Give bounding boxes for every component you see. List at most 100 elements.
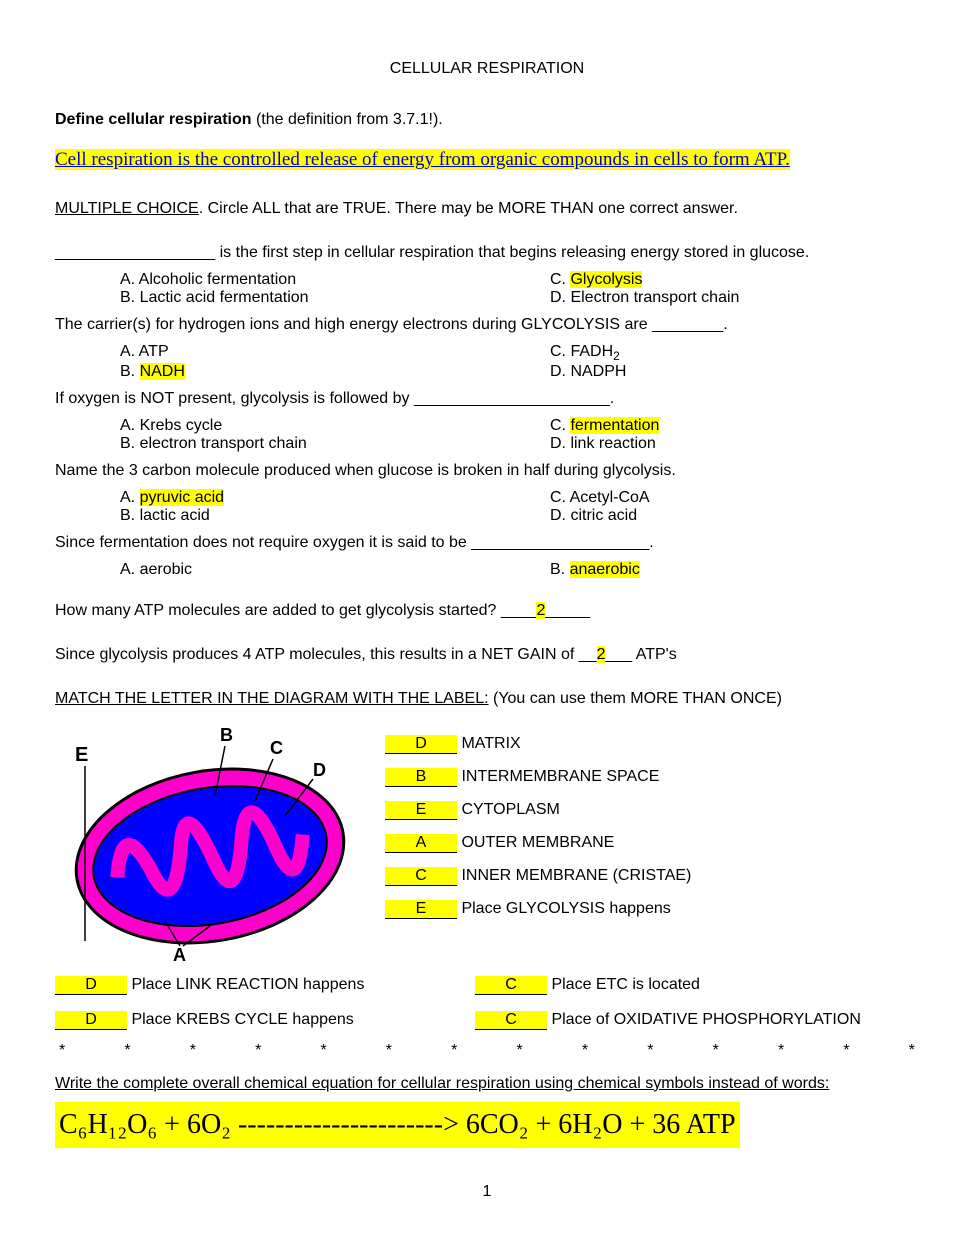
q2-row2: B. NADH D. NADPH xyxy=(55,363,919,381)
q1-d: D. Electron transport chain xyxy=(550,289,919,307)
q5-row1: A. aerobic B. anaerobic xyxy=(55,561,919,579)
star-icon: * xyxy=(517,1042,523,1060)
mc-header: MULTIPLE CHOICE xyxy=(55,200,199,217)
star-icon: * xyxy=(59,1042,65,1060)
define-prompt: Define cellular respiration (the definit… xyxy=(55,108,919,132)
q2b-hl: NADH xyxy=(140,363,185,380)
q2-b: B. NADH xyxy=(55,363,550,381)
equation-header-row: Write the complete overall chemical equa… xyxy=(55,1072,919,1096)
q1-a: A. Alcoholic fermentation xyxy=(55,271,550,289)
star-icon: * xyxy=(713,1042,719,1060)
m2-ans: B xyxy=(385,768,457,787)
q2-stem: The carrier(s) for hydrogen ions and hig… xyxy=(55,313,919,337)
m10-label: Place of OXIDATIVE PHOSPHORYLATION xyxy=(547,1011,861,1028)
star-icon: * xyxy=(124,1042,130,1060)
q2c-text: C. FADH xyxy=(550,343,613,360)
q4-d: D. citric acid xyxy=(550,507,919,525)
q2-c: C. FADH2 xyxy=(550,343,919,363)
m8-ans: C xyxy=(475,976,547,995)
q1-stem: __________________ is the first step in … xyxy=(55,241,919,265)
match-header: MATCH THE LETTER IN THE DIAGRAM WITH THE… xyxy=(55,690,489,707)
q4a-pre: A. xyxy=(120,489,140,506)
m8-label: Place ETC is located xyxy=(547,976,700,993)
q1-row1: A. Alcoholic fermentation C. Glycolysis xyxy=(55,271,919,289)
mc-header-row: MULTIPLE CHOICE. Circle ALL that are TRU… xyxy=(55,197,919,221)
m7-ans: D xyxy=(55,976,127,995)
q3-d: D. link reaction xyxy=(550,435,919,453)
m4-ans: A xyxy=(385,834,457,853)
match-8: C Place ETC is located xyxy=(475,976,919,995)
m7-label: Place LINK REACTION happens xyxy=(127,976,364,993)
match-row-9-10: D Place KREBS CYCLE happens C Place of O… xyxy=(55,1011,919,1030)
q1-text: is the first step in cellular respiratio… xyxy=(215,244,809,261)
m5-ans: C xyxy=(385,867,457,886)
q4-a: A. pyruvic acid xyxy=(55,489,550,507)
q1-b: B. Lactic acid fermentation xyxy=(55,289,550,307)
equation-row: C₆H₁₂O₆ + 6O₂ ----------------------> 6C… xyxy=(55,1102,919,1148)
match-10: C Place of OXIDATIVE PHOSPHORYLATION xyxy=(475,1011,919,1030)
m10-ans: C xyxy=(475,1011,547,1030)
match-7: D Place LINK REACTION happens xyxy=(55,976,475,995)
star-divider: * * * * * * * * * * * * * * xyxy=(55,1042,919,1060)
page-title: CELLULAR RESPIRATION xyxy=(55,60,919,78)
m6-label: Place GLYCOLYSIS happens xyxy=(457,900,671,917)
star-icon: * xyxy=(190,1042,196,1060)
star-icon: * xyxy=(386,1042,392,1060)
label-B: B xyxy=(220,725,233,745)
m9-label: Place KREBS CYCLE happens xyxy=(127,1011,354,1028)
m9-ans: D xyxy=(55,1011,127,1030)
m1-ans: D xyxy=(385,735,457,754)
q2-d: D. NADPH xyxy=(550,363,919,381)
q4-row2: B. lactic acid D. citric acid xyxy=(55,507,919,525)
label-C: C xyxy=(270,738,283,758)
match-4: A OUTER MEMBRANE xyxy=(385,834,919,853)
q3c-hl: fermentation xyxy=(570,417,659,434)
q6-row: How many ATP molecules are added to get … xyxy=(55,599,919,623)
m3-label: CYTOPLASM xyxy=(457,801,560,818)
equation-text: C₆H₁₂O₆ + 6O₂ ----------------------> 6C… xyxy=(55,1102,740,1148)
q3-b: B. electron transport chain xyxy=(55,435,550,453)
label-D: D xyxy=(313,760,326,780)
star-icon: * xyxy=(909,1042,915,1060)
q7-post: ___ ATP's xyxy=(605,646,676,663)
page-number: 1 xyxy=(55,1183,919,1201)
q3-row1: A. Krebs cycle C. fermentation xyxy=(55,417,919,435)
q1c-hl: Glycolysis xyxy=(570,271,642,288)
match-row-7-8: D Place LINK REACTION happens C Place ET… xyxy=(55,976,919,995)
m1-label: MATRIX xyxy=(457,735,521,752)
q3-c: C. fermentation xyxy=(550,417,919,435)
star-icon: * xyxy=(582,1042,588,1060)
diagram-section: E B C D A D MATRIX B INTERMEMBRANE SPACE… xyxy=(55,721,919,966)
worksheet-page: CELLULAR RESPIRATION Define cellular res… xyxy=(0,0,974,1231)
match-1: D MATRIX xyxy=(385,735,919,754)
q7-row: Since glycolysis produces 4 ATP molecule… xyxy=(55,643,919,667)
q6-ans: 2 xyxy=(536,602,545,619)
star-icon: * xyxy=(255,1042,261,1060)
q6-text: How many ATP molecules are added to get … xyxy=(55,602,501,619)
m2-label: INTERMEMBRANE SPACE xyxy=(457,768,659,785)
star-icon: * xyxy=(843,1042,849,1060)
q4-c: C. Acetyl-CoA xyxy=(550,489,919,507)
q1c-pre: C. xyxy=(550,271,570,288)
mc-header-suffix: . Circle ALL that are TRUE. There may be… xyxy=(199,200,738,217)
define-label: Define cellular respiration xyxy=(55,111,252,128)
q3c-pre: C. xyxy=(550,417,570,434)
m3-ans: E xyxy=(385,801,457,820)
q4-stem: Name the 3 carbon molecule produced when… xyxy=(55,459,919,483)
q2c-sub: 2 xyxy=(613,349,620,363)
q2-a: A. ATP xyxy=(55,343,550,363)
q4-row1: A. pyruvic acid C. Acetyl-CoA xyxy=(55,489,919,507)
q3-row2: B. electron transport chain D. link reac… xyxy=(55,435,919,453)
star-icon: * xyxy=(778,1042,784,1060)
definition-text: Cell respiration is the controlled relea… xyxy=(55,149,790,170)
q3-stem: If oxygen is NOT present, glycolysis is … xyxy=(55,387,919,411)
q2-row1: A. ATP C. FADH2 xyxy=(55,343,919,363)
match-5: C INNER MEMBRANE (CRISTAE) xyxy=(385,867,919,886)
match-labels-col: D MATRIX B INTERMEMBRANE SPACE E CYTOPLA… xyxy=(385,721,919,966)
m4-label: OUTER MEMBRANE xyxy=(457,834,614,851)
m5-label: INNER MEMBRANE (CRISTAE) xyxy=(457,867,691,884)
q5b-pre: B. xyxy=(550,561,570,578)
q5-b: B. anaerobic xyxy=(550,561,919,579)
q5-a: A. aerobic xyxy=(55,561,550,579)
mitochondrion-diagram: E B C D A xyxy=(55,721,365,966)
